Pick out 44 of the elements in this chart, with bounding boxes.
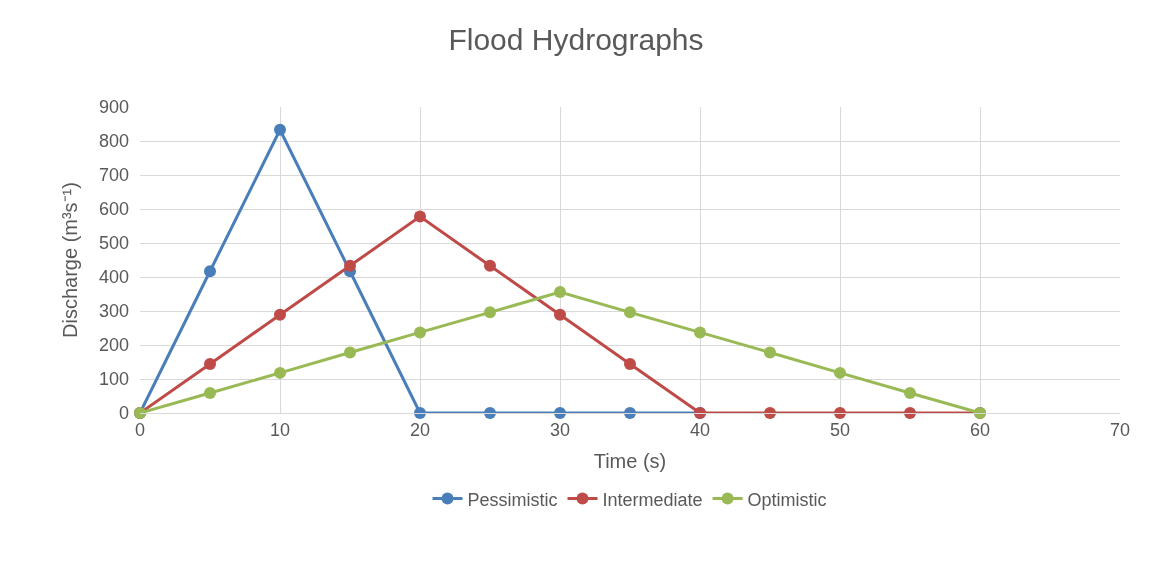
point — [484, 259, 496, 272]
x-tick-label: 70 — [1109, 419, 1131, 440]
point — [204, 265, 216, 278]
y-tick-label: 400 — [98, 267, 129, 288]
point — [834, 366, 846, 379]
x-tick-label: 50 — [829, 419, 851, 440]
point — [694, 326, 706, 339]
point — [554, 285, 566, 298]
point — [204, 358, 216, 371]
point — [204, 386, 216, 399]
x-tick-label: 60 — [969, 419, 991, 440]
y-tick-label: 900 — [98, 97, 129, 118]
point — [344, 259, 356, 272]
x-tick-label: 10 — [269, 419, 291, 440]
y-tick-label: 0 — [118, 403, 129, 424]
point — [274, 366, 286, 379]
point — [344, 346, 356, 359]
legend-label: Optimistic — [747, 489, 827, 510]
y-tick-label: 300 — [98, 301, 129, 322]
point — [904, 386, 916, 399]
y-tick-label: 800 — [98, 131, 129, 152]
point — [624, 306, 636, 319]
x-tick-label: 40 — [689, 419, 711, 440]
point — [414, 210, 426, 223]
x-tick-label: 0 — [134, 419, 146, 440]
chart-title: Flood Hydrographs — [448, 23, 704, 57]
y-tick-label: 600 — [98, 199, 129, 220]
point — [414, 326, 426, 339]
x-tick-label: 20 — [409, 419, 431, 440]
x-axis-title: Time (s) — [593, 450, 667, 473]
y-tick-label: 700 — [98, 165, 129, 186]
y-axis-title: Discharge (m³s⁻¹) — [59, 182, 82, 338]
point — [764, 346, 776, 359]
y-tick-label: 200 — [98, 335, 129, 356]
x-tick-label: 30 — [549, 419, 571, 440]
point — [274, 123, 286, 136]
y-tick-label: 500 — [98, 233, 129, 254]
point — [484, 306, 496, 319]
point — [274, 308, 286, 321]
legend-label: Pessimistic — [467, 489, 558, 510]
legend-label: Intermediate — [602, 489, 703, 510]
point — [624, 358, 636, 371]
point — [554, 308, 566, 321]
y-tick-label: 100 — [98, 369, 129, 390]
